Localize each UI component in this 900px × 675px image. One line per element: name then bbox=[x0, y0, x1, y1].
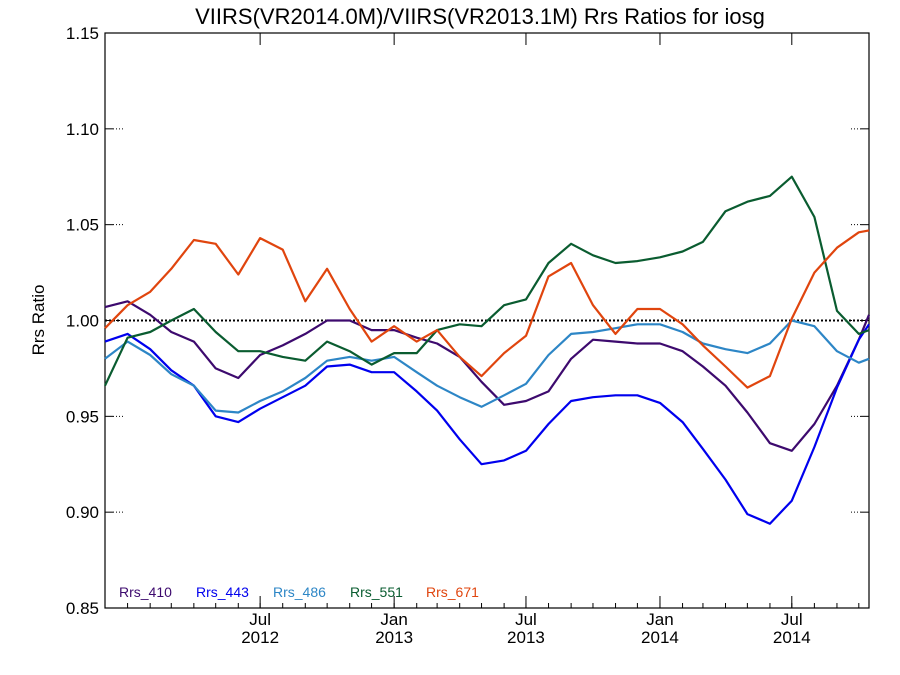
legend-entry-rrs-551: Rrs_551 bbox=[350, 584, 403, 600]
x-tick-month-label: Jul bbox=[781, 610, 803, 629]
x-tick-year-label: 2012 bbox=[241, 628, 279, 647]
series-line-rrs-671 bbox=[104, 229, 870, 389]
x-tick-month-label: Jan bbox=[646, 610, 673, 629]
y-ticks: 0.85 0.90 0.95 1.00 1.05 1.10 1.15 bbox=[66, 24, 869, 618]
y-tick-label: 1.05 bbox=[66, 216, 99, 235]
series-line-rrs-551 bbox=[104, 175, 870, 387]
x-tick-year-label: 2013 bbox=[507, 628, 545, 647]
chart-title: VIIRS(VR2014.0M)/VIIRS(VR2013.1M) Rrs Ra… bbox=[195, 4, 765, 29]
y-tick-label: 0.90 bbox=[66, 503, 99, 522]
y-tick-label: 1.15 bbox=[66, 24, 99, 43]
series-line-rrs-443 bbox=[104, 323, 870, 525]
y-tick-label: 0.95 bbox=[66, 407, 99, 426]
series-line-rrs-486 bbox=[104, 319, 870, 414]
y-tick-label: 1.00 bbox=[66, 312, 99, 331]
series-lines bbox=[104, 175, 871, 525]
legend-entry-rrs-671: Rrs_671 bbox=[426, 584, 479, 600]
x-tick-month-label: Jul bbox=[515, 610, 537, 629]
y-axis-label: Rrs Ratio bbox=[29, 285, 48, 356]
y-tick-label: 1.10 bbox=[66, 120, 99, 139]
legend: Rrs_410 Rrs_443 Rrs_486 Rrs_551 Rrs_671 bbox=[119, 584, 479, 600]
legend-entry-rrs-486: Rrs_486 bbox=[273, 584, 326, 600]
legend-entry-rrs-410: Rrs_410 bbox=[119, 584, 172, 600]
x-tick-year-label: 2014 bbox=[773, 628, 811, 647]
x-tick-month-label: Jul bbox=[249, 610, 271, 629]
x-tick-year-label: 2014 bbox=[641, 628, 679, 647]
x-tick-month-label: Jan bbox=[380, 610, 407, 629]
series-line-rrs-410 bbox=[104, 300, 871, 452]
y-tick-label: 0.85 bbox=[66, 599, 99, 618]
legend-entry-rrs-443: Rrs_443 bbox=[196, 584, 249, 600]
x-tick-year-label: 2013 bbox=[375, 628, 413, 647]
